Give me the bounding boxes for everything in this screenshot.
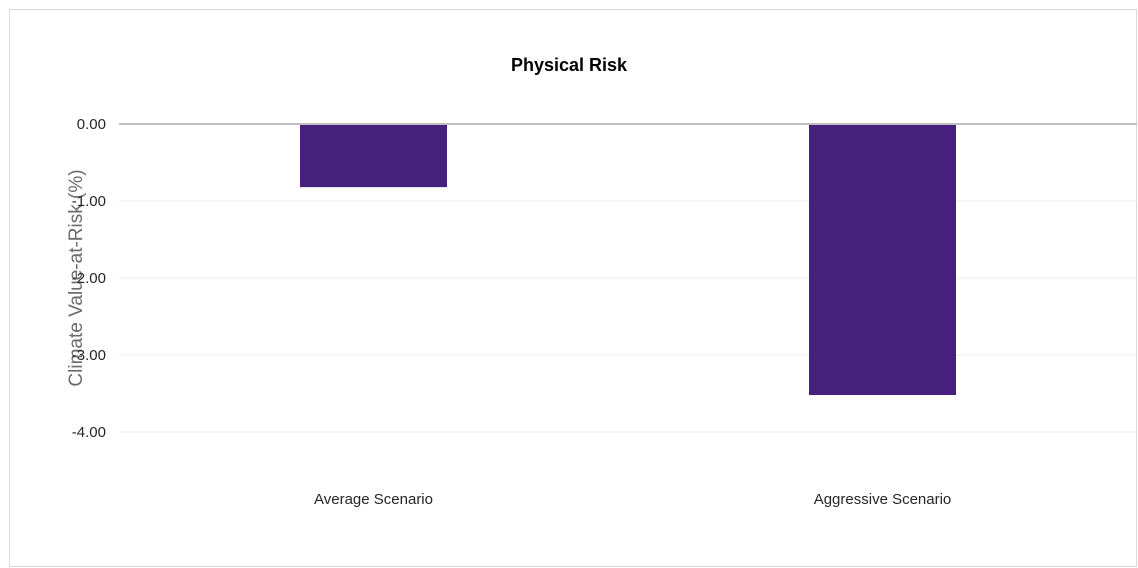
y-tick-label: -4.00 xyxy=(72,424,106,441)
x-category-label: Aggressive Scenario xyxy=(814,491,952,508)
chart-title: Physical Risk xyxy=(511,55,628,75)
y-axis-label: Climate Value-at-Risk (%) xyxy=(66,169,87,386)
bar xyxy=(300,124,447,188)
x-category-label: Average Scenario xyxy=(314,491,433,508)
y-tick-label: -3.00 xyxy=(72,347,106,364)
y-tick-label: 0.00 xyxy=(77,116,106,133)
y-tick-label: -1.00 xyxy=(72,193,106,210)
y-tick-label: -2.00 xyxy=(72,270,106,287)
bar xyxy=(809,124,956,396)
